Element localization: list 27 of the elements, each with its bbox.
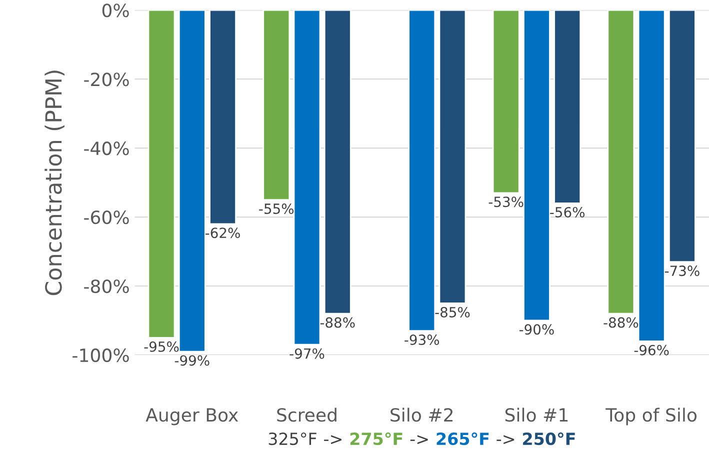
x-tick-label: Auger Box <box>146 408 238 426</box>
y-tick-label: -20% <box>84 72 129 86</box>
data-label: -88% <box>604 317 638 328</box>
data-label: -96% <box>634 344 669 356</box>
x-tick-label: Silo #1 <box>505 408 568 422</box>
data-label: -73% <box>664 266 700 276</box>
data-label: -93% <box>404 334 440 346</box>
data-label: -55% <box>259 203 294 214</box>
data-label: -53% <box>488 196 524 208</box>
data-label: -88% <box>320 317 355 328</box>
y-tick-label: -40% <box>84 142 129 156</box>
x-tick-label: Top of Silo <box>606 408 697 426</box>
y-tick-label: 0% <box>102 4 129 18</box>
x-tick-label: Screed <box>277 408 336 422</box>
data-label: -99% <box>174 355 210 366</box>
data-label: -90% <box>519 324 554 335</box>
y-tick-label: -80% <box>84 279 129 294</box>
y-axis-title: Concentration (PPM) <box>44 70 64 296</box>
data-label: -97% <box>290 348 324 359</box>
data-label: -95% <box>144 341 179 352</box>
data-label: -85% <box>435 306 470 318</box>
y-tick-label: -60% <box>84 210 129 224</box>
data-label: -62% <box>206 228 240 238</box>
x-axis-title: 325°F -> 275°F -> 265°F -> 250°F <box>268 432 575 446</box>
y-tick-label: -100% <box>72 348 129 362</box>
data-label: -56% <box>550 206 585 218</box>
x-tick-label: Silo #2 <box>390 408 452 422</box>
